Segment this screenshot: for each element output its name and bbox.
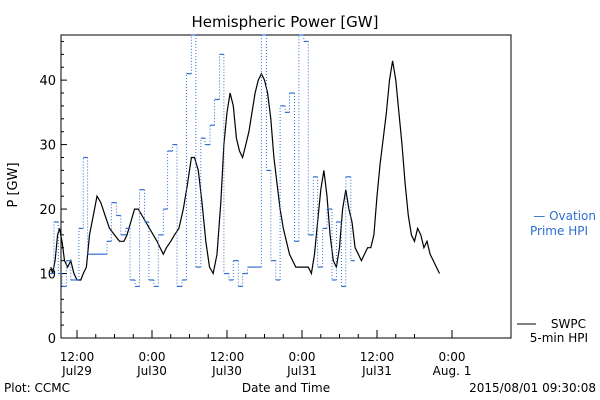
y-tick-label: 30 xyxy=(39,139,56,154)
x-tick-date-label: Aug. 1 xyxy=(433,364,472,378)
x-axis-label: Date and Time xyxy=(242,381,330,395)
timestamp: 2015/08/01 09:30:08 xyxy=(469,381,596,395)
x-tick-time-label: 0:00 xyxy=(139,350,166,364)
legend-swpc-line2: 5-min HPI xyxy=(530,331,588,345)
series-swpc-line xyxy=(50,60,441,281)
x-tick-time-label: 12:00 xyxy=(60,350,95,364)
series-ovation-risers xyxy=(53,35,352,287)
x-tick-date-label: Jul30 xyxy=(136,364,167,378)
legend-ovation-line2: Prime HPI xyxy=(530,224,588,238)
x-tick-date-label: Jul31 xyxy=(286,364,317,378)
chart-title: Hemispheric Power [GW] xyxy=(192,13,379,31)
x-tick-date-label: Jul31 xyxy=(361,364,392,378)
y-tick-label: 0 xyxy=(48,332,56,347)
legend-ovation-line1: — Ovation xyxy=(533,209,596,223)
x-tick-date-label: Jul29 xyxy=(61,364,92,378)
plot-credit: Plot: CCMC xyxy=(4,381,70,395)
x-tick-time-label: 12:00 xyxy=(360,350,395,364)
x-tick-date-label: Jul30 xyxy=(211,364,242,378)
x-tick-time-label: 0:00 xyxy=(289,350,316,364)
y-tick-label: 20 xyxy=(39,203,56,218)
y-tick-label: 40 xyxy=(39,74,56,89)
axis-ticks: 01020304012:00Jul290:00Jul3012:00Jul300:… xyxy=(39,40,472,378)
legend-swpc-line1: SWPC xyxy=(551,317,586,331)
x-tick-time-label: 0:00 xyxy=(439,350,466,364)
y-axis-label: P [GW] xyxy=(6,162,21,207)
x-tick-time-label: 12:00 xyxy=(210,350,245,364)
series-layer xyxy=(49,34,441,288)
plot-frame xyxy=(60,34,512,339)
